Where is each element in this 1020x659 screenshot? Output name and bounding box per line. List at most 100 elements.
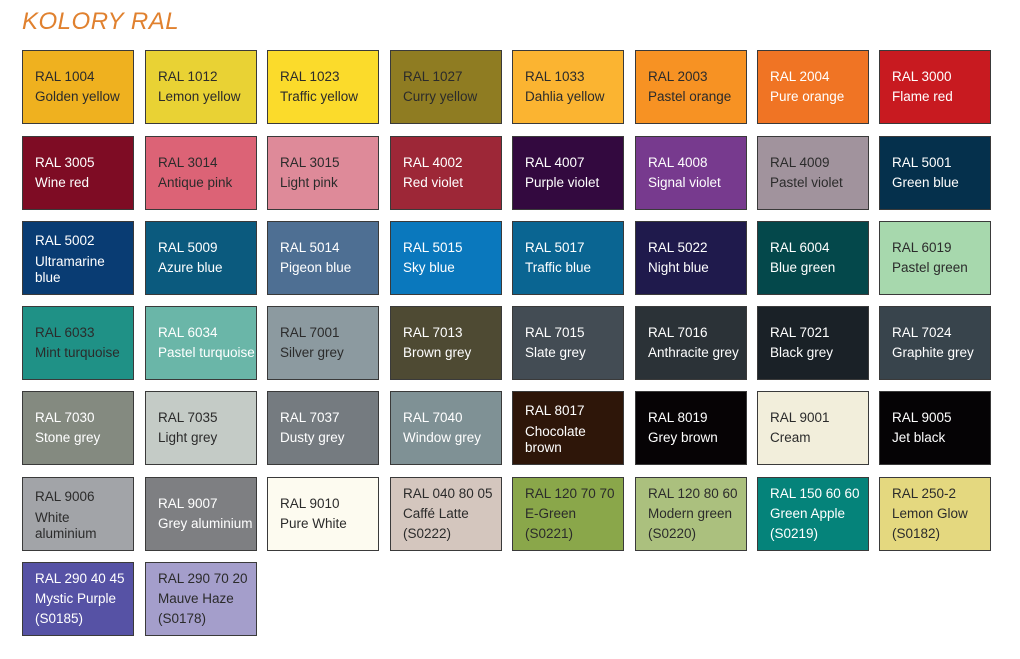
swatch-label: Chocolate: [525, 423, 586, 439]
swatch-label: Azure blue: [158, 260, 223, 275]
swatch-label: Night blue: [648, 260, 709, 275]
swatch-label: Cream: [770, 430, 811, 445]
swatch-code: RAL 4007: [525, 155, 585, 170]
swatch-code: RAL 5002: [35, 232, 95, 248]
color-swatch: RAL 1023 Traffic yellow: [267, 50, 379, 124]
swatch-code: RAL 8017: [525, 402, 585, 418]
swatch-label: Blue green: [770, 260, 836, 275]
swatch-label: E-Green: [525, 506, 577, 521]
swatch-label: Modern green: [648, 506, 733, 521]
swatch-code: RAL 8019: [648, 410, 708, 425]
swatch-code: RAL 9005: [892, 410, 952, 425]
swatch-label: (S0220): [648, 526, 697, 541]
swatch-code: RAL 250-2: [892, 486, 957, 501]
swatch-label: Pastel violet: [770, 175, 843, 190]
swatch-code: RAL 1012: [158, 69, 218, 84]
swatch-code: RAL 290 70 20: [158, 571, 248, 586]
color-swatch: RAL 7030 Stone grey: [22, 391, 134, 465]
swatch-label: (S0178): [158, 611, 207, 626]
swatch-label: Antique pink: [158, 175, 233, 190]
swatch-code: RAL 3015: [280, 155, 340, 170]
swatch-code: RAL 7035: [158, 410, 218, 425]
color-swatch: RAL 7016 Anthracite grey: [635, 306, 747, 380]
swatch-label: Light pink: [280, 175, 338, 190]
color-swatch: RAL 6034 Pastel turquoise: [145, 306, 257, 380]
swatch-label: Pigeon blue: [280, 260, 352, 275]
swatch-label: blue: [35, 269, 61, 285]
color-swatch: RAL 4008 Signal violet: [635, 136, 747, 210]
swatch-label: Black grey: [770, 345, 834, 360]
swatch-code: RAL 1027: [403, 69, 463, 84]
swatch-code: RAL 3014: [158, 155, 218, 170]
color-swatch: RAL 8017 Chocolate brown: [512, 391, 624, 465]
color-swatch: RAL 3005 Wine red: [22, 136, 134, 210]
swatch-code: RAL 4009: [770, 155, 830, 170]
swatch-code: RAL 120 70 70: [525, 486, 615, 501]
swatch-label: Dahlia yellow: [525, 89, 605, 104]
swatch-label: (S0222): [403, 526, 452, 541]
swatch-code: RAL 5015: [403, 240, 463, 255]
swatch-label: Anthracite grey: [648, 345, 739, 360]
swatch-label: Wine red: [35, 175, 90, 190]
swatch-label: Lemon Glow: [892, 506, 968, 521]
swatch-label: Pastel turquoise: [158, 345, 255, 360]
swatch-code: RAL 7030: [35, 410, 95, 425]
color-swatch: RAL 3000 Flame red: [879, 50, 991, 124]
color-swatch: RAL 2004 Pure orange: [757, 50, 869, 124]
color-swatch: RAL 7040 Window grey: [390, 391, 502, 465]
swatch-label: Sky blue: [403, 260, 455, 275]
color-swatch: RAL 1012 Lemon yellow: [145, 50, 257, 124]
swatch-label: (S0219): [770, 526, 819, 541]
swatch-label: Ultramarine: [35, 253, 105, 269]
swatch-code: RAL 5001: [892, 155, 952, 170]
swatch-label: Signal violet: [648, 175, 721, 190]
color-swatch: RAL 1027 Curry yellow: [390, 50, 502, 124]
swatch-label: Brown grey: [403, 345, 472, 360]
color-swatch: RAL 7024 Graphite grey: [879, 306, 991, 380]
swatch-label: Pure orange: [770, 89, 845, 104]
swatch-code: RAL 6034: [158, 325, 218, 340]
swatch-code: RAL 4002: [403, 155, 463, 170]
color-swatch: RAL 8019 Grey brown: [635, 391, 747, 465]
swatch-label: Caffé Latte: [403, 506, 469, 521]
color-swatch: RAL 7037 Dusty grey: [267, 391, 379, 465]
swatch-label: Green Apple: [770, 506, 846, 521]
color-swatch: RAL 290 40 45 Mystic Purple (S0185): [22, 562, 134, 636]
color-swatch: RAL 4009 Pastel violet: [757, 136, 869, 210]
swatch-code: RAL 1033: [525, 69, 585, 84]
swatch-label: Traffic yellow: [280, 89, 359, 104]
swatch-code: RAL 6019: [892, 240, 952, 255]
swatch-label: Slate grey: [525, 345, 586, 360]
swatch-label: Light grey: [158, 430, 218, 445]
color-swatch: RAL 290 70 20 Mauve Haze (S0178): [145, 562, 257, 636]
swatch-label: Pastel orange: [648, 89, 732, 104]
swatch-code: RAL 6004: [770, 240, 830, 255]
swatch-code: RAL 7021: [770, 325, 830, 340]
swatch-label: Pure White: [280, 516, 347, 531]
color-swatch: RAL 9001 Cream: [757, 391, 869, 465]
color-swatch: RAL 5022 Night blue: [635, 221, 747, 295]
swatch-code: RAL 5017: [525, 240, 585, 255]
swatch-label: Mauve Haze: [158, 591, 234, 606]
swatch-code: RAL 5022: [648, 240, 708, 255]
swatch-label: Traffic blue: [525, 260, 592, 275]
color-swatch: RAL 9005 Jet black: [879, 391, 991, 465]
swatch-code: RAL 7001: [280, 325, 340, 340]
swatch-code: RAL 040 80 05: [403, 486, 493, 501]
color-swatch: RAL 3015 Light pink: [267, 136, 379, 210]
color-swatch: RAL 1004 Golden yellow: [22, 50, 134, 124]
color-swatch: RAL 250-2 Lemon Glow (S0182): [879, 477, 991, 551]
swatch-code: RAL 7040: [403, 410, 463, 425]
color-swatch: RAL 5017 Traffic blue: [512, 221, 624, 295]
swatch-code: RAL 7024: [892, 325, 952, 340]
color-swatch: RAL 5002 Ultramarine blue: [22, 221, 134, 295]
swatch-label: Mint turquoise: [35, 345, 120, 360]
color-swatch: RAL 7035 Light grey: [145, 391, 257, 465]
swatch-code: RAL 9001: [770, 410, 830, 425]
swatch-code: RAL 9010: [280, 496, 340, 511]
swatch-code: RAL 5009: [158, 240, 218, 255]
swatch-label: (S0221): [525, 526, 574, 541]
swatch-code: RAL 2003: [648, 69, 708, 84]
swatch-label: brown: [525, 439, 562, 455]
swatch-code: RAL 4008: [648, 155, 708, 170]
